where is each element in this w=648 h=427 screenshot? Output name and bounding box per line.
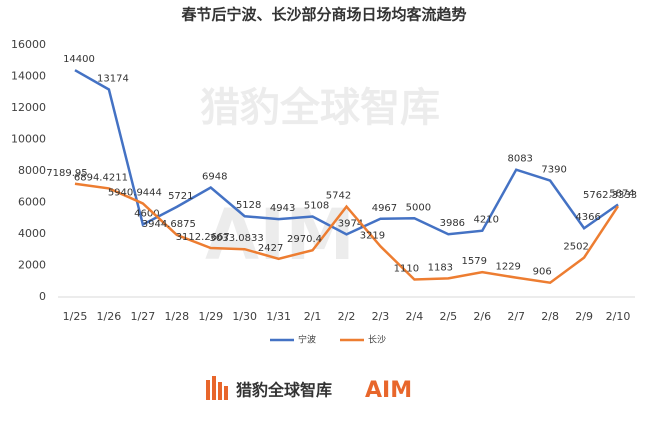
- data-label: 2502: [563, 242, 588, 253]
- data-label: 2970.4: [287, 234, 322, 245]
- y-tick-label: 14000: [11, 70, 46, 83]
- data-label: 3986: [440, 218, 465, 229]
- y-tick-label: 4000: [18, 227, 46, 240]
- x-tick-label: 2/3: [372, 310, 390, 323]
- data-label: 906: [533, 267, 552, 278]
- x-tick-label: 1/26: [97, 310, 122, 323]
- data-label: 2427: [258, 243, 283, 254]
- x-tick-label: 2/2: [338, 310, 356, 323]
- watermark: AIM: [205, 194, 355, 276]
- x-tick-label: 2/10: [606, 310, 631, 323]
- footer-brand: AIM: [365, 378, 412, 403]
- x-tick-label: 2/6: [473, 310, 491, 323]
- data-label: 4967: [372, 203, 397, 214]
- data-label: 7189.95: [46, 168, 87, 179]
- y-tick-label: 8000: [18, 164, 46, 177]
- chart-title: 春节后宁波、长沙部分商场日场均客流趋势: [181, 6, 466, 24]
- legend-label: 长沙: [368, 334, 386, 346]
- data-label: 3219: [360, 230, 385, 241]
- legend-label: 宁波: [298, 334, 316, 346]
- data-label: 6894.4211: [74, 172, 128, 183]
- y-tick-label: 2000: [18, 259, 46, 272]
- x-tick-label: 1/27: [131, 310, 156, 323]
- x-tick-label: 2/7: [507, 310, 525, 323]
- y-tick-label: 16000: [11, 38, 46, 51]
- x-tick-label: 2/9: [575, 310, 593, 323]
- x-tick-label: 1/29: [198, 310, 223, 323]
- data-label: 3974: [338, 218, 363, 229]
- x-tick-label: 2/4: [406, 310, 424, 323]
- data-label: 3112.2667: [176, 232, 230, 243]
- x-tick-label: 1/30: [232, 310, 257, 323]
- x-tick-label: 2/8: [541, 310, 559, 323]
- x-tick-label: 1/25: [63, 310, 88, 323]
- data-label: 5128: [236, 200, 261, 211]
- data-label: 4366: [575, 212, 600, 223]
- data-label: 5742: [326, 191, 351, 202]
- series-line: [74, 182, 620, 285]
- data-label: 5108: [304, 201, 329, 212]
- data-label: 1579: [462, 256, 487, 267]
- x-tick-label: 1/31: [266, 310, 291, 323]
- data-label: 4943: [270, 203, 295, 214]
- data-label: 5000: [406, 202, 431, 213]
- data-label: 3944.6875: [142, 219, 196, 230]
- data-label: 1229: [495, 262, 520, 273]
- watermark: 猎豹全球智库: [200, 85, 440, 131]
- data-label: 7390: [541, 165, 566, 176]
- data-label: 1110: [394, 264, 419, 275]
- data-label: 5940.9444: [108, 187, 162, 198]
- x-tick-label: 2/5: [439, 310, 457, 323]
- y-tick-label: 0: [39, 290, 46, 303]
- x-tick-label: 2/1: [304, 310, 322, 323]
- data-label: 13174: [97, 74, 129, 85]
- y-tick-label: 6000: [18, 196, 46, 209]
- data-label: 1183: [428, 262, 453, 273]
- data-label: 5874: [609, 188, 634, 199]
- data-label: 6948: [202, 172, 227, 183]
- data-label: 5762.3333: [583, 190, 637, 201]
- footer-logo: 猎豹全球智库: [236, 381, 332, 400]
- y-tick-label: 10000: [11, 133, 46, 146]
- data-label: 8083: [507, 154, 532, 165]
- footer-icon: [206, 376, 228, 400]
- data-label: 14400: [63, 54, 95, 65]
- y-tick-label: 12000: [11, 101, 46, 114]
- data-label: 5721: [168, 191, 193, 202]
- data-label: 4210: [474, 215, 499, 226]
- series-line: [74, 69, 619, 236]
- x-tick-label: 1/28: [164, 310, 189, 323]
- data-label: 4600: [134, 209, 159, 220]
- data-label: 3033.0833: [210, 233, 264, 244]
